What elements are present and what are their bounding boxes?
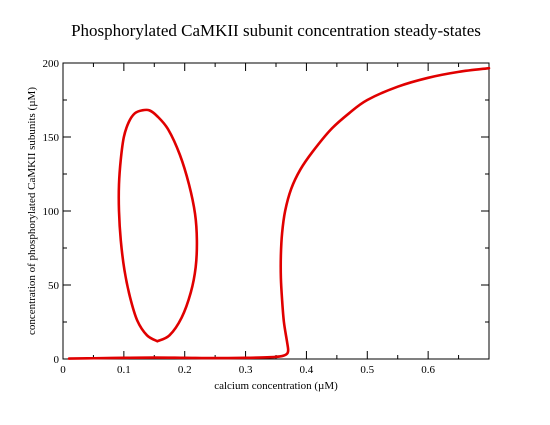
x-tick-label: 0.3 — [239, 364, 253, 376]
data-series — [67, 66, 491, 360]
axis-ticks — [62, 62, 489, 360]
y-tick-label: 150 — [43, 132, 60, 144]
y-tick-label: 200 — [43, 58, 60, 70]
x-tick-label: 0.4 — [300, 364, 314, 376]
plot-frame — [62, 62, 490, 360]
y-axis-label: concentration of phosphorylated CaMKII s… — [26, 87, 38, 335]
y-tick-label: 100 — [43, 206, 60, 218]
y-tick-label: 0 — [54, 354, 60, 366]
x-tick-label: 0.1 — [117, 364, 131, 376]
steady-state-curve — [67, 66, 491, 360]
y-tick-label: 50 — [48, 280, 60, 292]
chart-title: Phosphorylated CaMKII subunit concentrat… — [71, 21, 481, 40]
x-tick-label: 0.2 — [178, 364, 192, 376]
x-tick-label: 0.6 — [421, 364, 435, 376]
steady-state-loop — [117, 108, 199, 343]
x-axis-label: calcium concentration (µM) — [214, 380, 338, 392]
x-tick-label: 0.5 — [360, 364, 374, 376]
x-tick-label: 0 — [60, 364, 66, 376]
axis-tick-labels: 0 0.1 0.2 0.3 0.4 0.5 0.6 0 50 100 150 200 — [43, 58, 436, 376]
